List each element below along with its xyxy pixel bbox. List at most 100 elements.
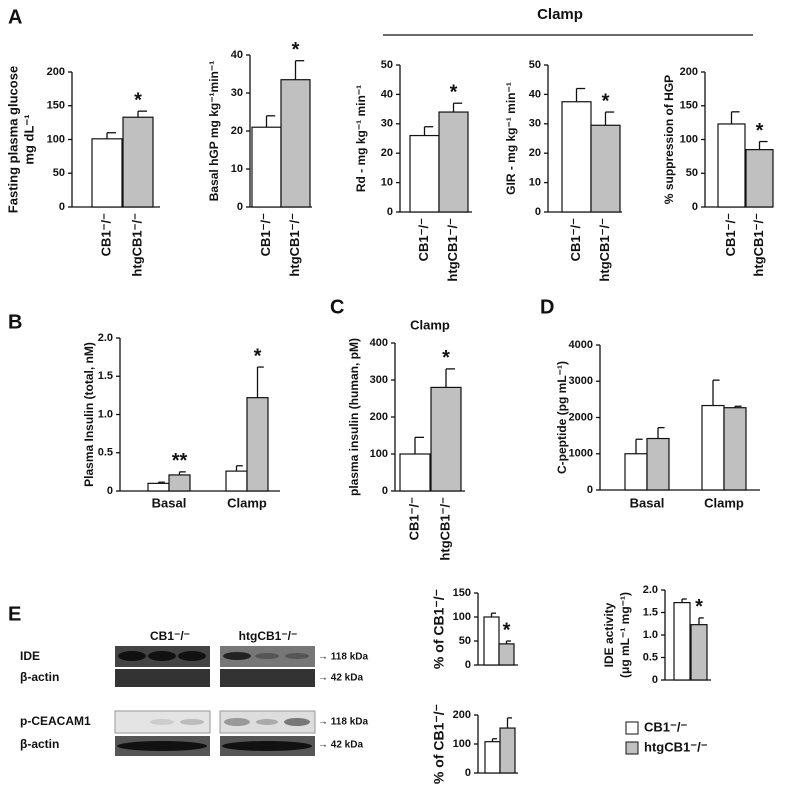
blot-size: → 118 kDa (318, 652, 368, 663)
x-tick-label: htgCB1⁻/⁻ (445, 218, 460, 282)
y-tick-label: 40 (231, 49, 243, 61)
blot-size: → 42 kDa (318, 740, 363, 751)
y-axis-label: plasma insulin (human, pM) (347, 338, 361, 496)
y-tick-label: 1000 (569, 448, 593, 460)
blot-row: β-actin (20, 670, 59, 684)
blot-band (150, 719, 174, 725)
significance: * (292, 39, 300, 61)
significance: * (254, 345, 262, 367)
y-tick-label: 50 (529, 59, 541, 71)
legend-swatch (625, 741, 639, 755)
y-tick-label: 2.0 (98, 332, 113, 344)
y-tick-label: 20 (529, 147, 541, 159)
panel-label: E (8, 603, 21, 625)
y-tick-label: 150 (47, 100, 65, 112)
bar (147, 482, 170, 492)
bar (624, 453, 648, 491)
bar (590, 124, 621, 213)
legend-label: CB1⁻/⁻ (644, 719, 687, 734)
y-tick-label: 0 (692, 201, 698, 213)
blot (115, 669, 210, 687)
y-tick-label: 0 (107, 485, 113, 497)
bar (280, 79, 311, 208)
blot-size: → 42 kDa (318, 673, 363, 684)
y-tick-label: 150 (680, 100, 698, 112)
panel-label: A (8, 6, 22, 28)
y-axis-label: % of CB1⁻/⁻ (431, 704, 447, 784)
y-tick-label: 200 (370, 411, 388, 423)
legend-swatch (625, 721, 639, 735)
y-tick-label: 300 (370, 374, 388, 386)
y-tick-label: 30 (381, 118, 393, 130)
bar (438, 111, 469, 213)
blot-row: β-actin (20, 737, 59, 751)
y-tick-label: 30 (231, 87, 243, 99)
y-tick-label: 30 (529, 118, 541, 130)
x-tick-label: Clamp (227, 495, 267, 510)
x-tick-label: htgCB1⁻/⁻ (751, 213, 766, 277)
panel-label: C (330, 296, 344, 318)
y-tick-label: 0 (59, 201, 65, 213)
blot-band (178, 651, 206, 661)
y-axis-label: % suppression of HGP (662, 75, 676, 204)
y-tick-label: 40 (529, 88, 541, 100)
y-tick-label: 100 (453, 611, 471, 623)
x-tick-label: CB1⁻/⁻ (416, 218, 431, 261)
y-tick-label: 1.5 (643, 606, 658, 618)
x-tick-label: Basal (152, 495, 187, 510)
blot-row: IDE (20, 649, 40, 663)
y-tick-label: 100 (453, 738, 471, 750)
clamp-header: Clamp (537, 6, 583, 23)
blot-band (255, 653, 279, 659)
y-tick-label: 100 (370, 448, 388, 460)
y-tick-label: 10 (231, 163, 243, 175)
y-tick-label: 0 (465, 659, 471, 671)
x-tick-label: htgCB1⁻/⁻ (597, 218, 612, 282)
y-tick-label: 2.0 (643, 584, 658, 596)
y-tick-label: 200 (453, 709, 471, 721)
blot-band (284, 718, 310, 726)
y-tick-label: 200 (47, 66, 65, 78)
chart-title: Clamp (410, 317, 450, 332)
y-axis-label: % of CB1⁻/⁻ (431, 589, 447, 669)
y-tick-label: 40 (381, 88, 393, 100)
legend-label: htgCB1⁻/⁻ (644, 739, 708, 754)
significance: ** (172, 450, 188, 472)
bar (122, 116, 154, 208)
y-axis-label: Rd - mg kg⁻¹ min⁻¹ (354, 85, 368, 192)
y-tick-label: 0.5 (98, 447, 113, 459)
bar (673, 601, 691, 681)
bar (646, 437, 670, 491)
blot-row: p-CEACAM1 (20, 714, 91, 728)
y-tick-label: 200 (680, 66, 698, 78)
bar (91, 138, 123, 208)
y-tick-label: 100 (680, 133, 698, 145)
bar (498, 643, 515, 666)
significance: * (756, 120, 764, 142)
bar (430, 386, 462, 492)
y-axis-label: Plasma Insulin (total, nM) (82, 342, 96, 487)
y-axis-label: Fasting plasma glucose (5, 66, 20, 213)
blot-band (223, 652, 251, 660)
bar (251, 126, 282, 208)
y-tick-label: 0.5 (643, 651, 658, 663)
blot-band (222, 741, 312, 751)
y-tick-label: 50 (53, 167, 65, 179)
y-tick-label: 150 (453, 587, 471, 599)
bar (399, 453, 431, 492)
significance: * (602, 90, 610, 112)
blot-column: htgCB1⁻/⁻ (239, 629, 298, 643)
y-tick-label: 50 (459, 635, 471, 647)
significance: * (442, 347, 450, 369)
y-tick-label: 1.0 (98, 408, 113, 420)
y-axis-label: C-peptide (pg mL⁻¹) (555, 361, 569, 474)
bar (561, 101, 592, 213)
significance: * (503, 619, 511, 641)
y-tick-label: 100 (47, 133, 65, 145)
blot-band (148, 651, 176, 661)
y-tick-label: 10 (381, 177, 393, 189)
bar (745, 149, 774, 208)
blot-band (180, 719, 204, 725)
y-tick-label: 0 (535, 206, 541, 218)
